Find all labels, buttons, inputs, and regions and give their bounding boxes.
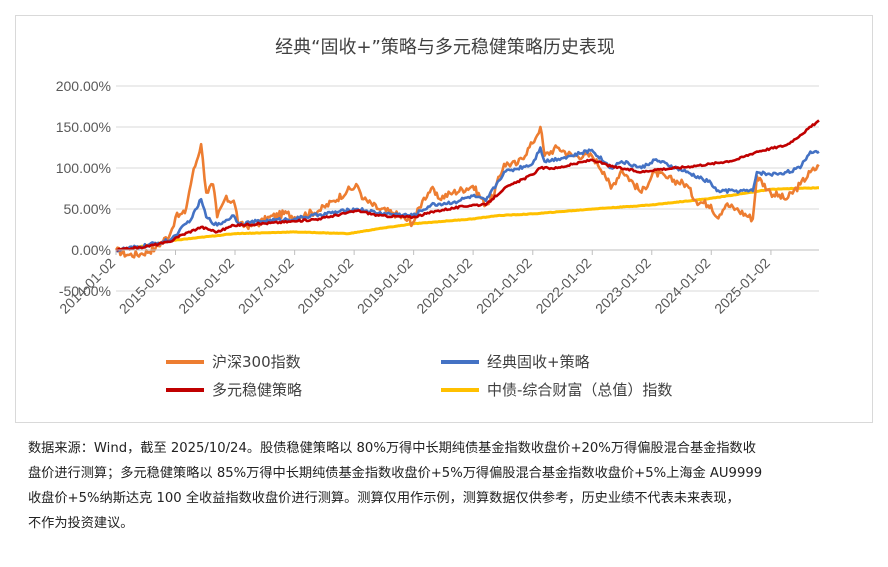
series-line — [115, 186, 819, 252]
series-line — [115, 146, 820, 253]
x-tick-label: 2018-01-02 — [294, 255, 356, 317]
x-tick-label: 2021-01-02 — [473, 255, 535, 317]
y-tick-label: 100.00% — [56, 160, 111, 176]
series-layer — [114, 119, 820, 259]
x-tick-label: 2017-01-02 — [235, 255, 297, 317]
source-note-line: 数据来源：Wind，截至 2025/10/24。股债稳健策略以 80%万得中长期… — [28, 441, 756, 456]
y-tick-label: 0.00% — [71, 242, 111, 258]
x-tick-label: 2024-01-02 — [651, 255, 713, 317]
x-tick-label: 2025-01-02 — [711, 255, 773, 317]
y-tick-label: 150.00% — [56, 119, 111, 135]
y-tick-label: -50.00% — [59, 283, 111, 299]
y-tick-label: 50.00% — [64, 201, 111, 217]
x-tick-label: 2019-01-02 — [354, 255, 416, 317]
x-tick-label: 2023-01-02 — [592, 255, 654, 317]
series-line — [114, 125, 820, 259]
x-tick-label: 2022-01-02 — [532, 255, 594, 317]
chart-title: 经典“固收+”策略与多元稳健策略历史表现 — [275, 37, 615, 58]
series-line — [115, 119, 820, 252]
chart-svg: 经典“固收+”策略与多元稳健策略历史表现 -50.00% 0.00% 50.00% 1… — [56, 37, 820, 399]
chart-frame: 经典“固收+”策略与多元稳健策略历史表现 -50.00% 0.00% 50.00% 1… — [15, 15, 873, 423]
source-note-line: 收盘价+5%纳斯达克 100 全收益指数收盘价进行测算。测算仅用作示例，测算数据… — [28, 491, 740, 506]
legend-label: 经典固收+策略 — [487, 353, 590, 371]
x-tick-label: 2016-01-02 — [175, 255, 237, 317]
x-tick-label: 2015-01-02 — [116, 255, 178, 317]
source-note-line: 盘价进行测算；多元稳健策略以 85%万得中长期纯债基金指数收盘价+5%万得偏股混… — [28, 466, 763, 481]
source-note-line: 不作为投资建议。 — [28, 516, 134, 531]
source-note: 数据来源：Wind，截至 2025/10/24。股债稳健策略以 80%万得中长期… — [28, 436, 868, 536]
legend-label: 沪深300指数 — [212, 353, 301, 371]
y-tick-label: 200.00% — [56, 78, 111, 94]
legend-label: 多元稳健策略 — [212, 381, 302, 399]
x-tick-label: 2020-01-02 — [413, 255, 475, 317]
legend-label: 中债-综合财富（总值）指数 — [487, 381, 672, 399]
